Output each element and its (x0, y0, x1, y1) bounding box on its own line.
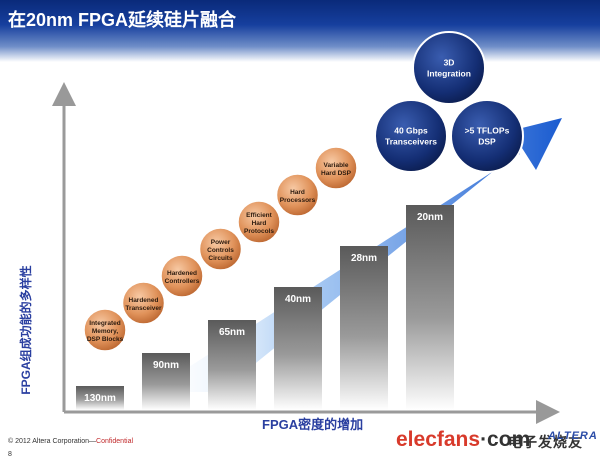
feature-circle-text: Circuits (208, 255, 233, 262)
density-bar-label: 20nm (417, 212, 443, 223)
feature-circle-text: Hardened (167, 270, 197, 277)
page-number: 8 (8, 451, 12, 458)
feature-circle-text: Hard DSP (321, 170, 352, 177)
x-axis-label: FPGA密度的增加 (262, 417, 364, 432)
density-bar-28nm (340, 246, 388, 410)
future-circle-text: Integration (427, 69, 471, 79)
elecfans-logo-text: elecfans (396, 428, 481, 451)
future-circle-text: Transceivers (385, 137, 437, 147)
density-bar-130nm (76, 386, 124, 410)
confidential-label: Confidential (96, 438, 134, 445)
copyright-footer: © 2012 Altera Corporation—Confidential (8, 438, 133, 445)
density-bar-label: 90nm (153, 360, 179, 371)
feature-circle-text: Protocols (244, 228, 274, 235)
density-bar-label: 130nm (84, 393, 116, 404)
density-bar-label: 28nm (351, 253, 377, 264)
density-bar-40nm (274, 287, 322, 410)
feature-circle-text: Power (211, 239, 231, 246)
feature-circle-text: Processors (280, 197, 316, 204)
feature-circle-text: Controls (207, 247, 234, 254)
altera-logo: ALTERA (548, 430, 598, 442)
feature-circle-text: Transceiver (125, 305, 162, 312)
elecfans-cn-logo: 电子发烧友 (508, 435, 583, 451)
page-title: 在20nm FPGA延续硅片融合 (8, 10, 237, 30)
feature-circle-text: Variable (324, 162, 349, 169)
y-axis-label: FPGA组成功能的多样性 (19, 265, 33, 395)
feature-circle-text: Hard (290, 189, 305, 196)
future-circle-text: DSP (478, 137, 496, 147)
future-circle-text: 40 Gbps (394, 126, 428, 136)
density-bar-label: 40nm (285, 294, 311, 305)
feature-circle-text: Hardened (129, 297, 159, 304)
title-banner (0, 0, 600, 62)
feature-circle-text: Integrated (89, 320, 120, 327)
feature-circle-text: DSP Blocks (87, 336, 124, 343)
elecfans-logo-dotcom: ·com (480, 428, 531, 451)
feature-circle-text: Memory, (92, 328, 118, 335)
future-circle-text: >5 TFLOPs (465, 126, 510, 136)
feature-circle-text: Controllers (165, 278, 200, 285)
feature-circle-text: Hard (252, 220, 267, 227)
feature-circle-text: Efficient (246, 212, 272, 219)
density-bar-90nm (142, 353, 190, 410)
density-bar-label: 65nm (219, 327, 245, 338)
density-bar-65nm (208, 320, 256, 410)
elecfans-logo: elecfans·com (396, 428, 530, 452)
density-bar-20nm (406, 205, 454, 410)
copyright-text: © 2012 Altera Corporation— (8, 438, 97, 445)
future-circle-text: 3D (444, 58, 455, 68)
